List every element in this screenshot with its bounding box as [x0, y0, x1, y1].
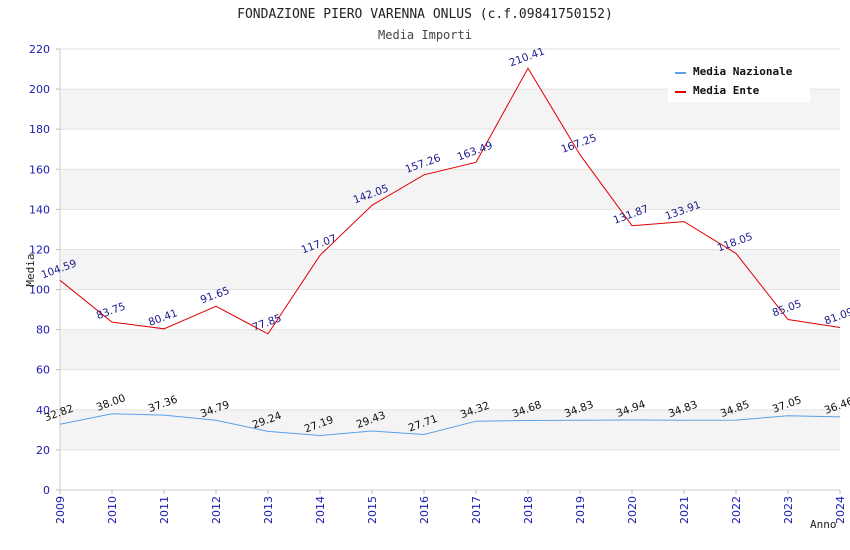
grid-band: [60, 409, 840, 450]
y-tick-label: 80: [36, 324, 50, 337]
y-tick-label: 140: [29, 203, 50, 216]
y-tick-label: 100: [29, 284, 50, 297]
x-tick-label: 2018: [522, 496, 535, 524]
y-tick-label: 20: [36, 444, 50, 457]
grid-band: [60, 169, 840, 210]
axes: [56, 48, 841, 494]
grid-band: [60, 249, 840, 290]
x-axis-title: Anno: [810, 518, 837, 531]
data-label: 163.49: [456, 140, 495, 164]
data-label: 81.09: [823, 306, 850, 328]
x-tick-label: 2024: [834, 496, 847, 524]
x-tick-label: 2014: [314, 496, 327, 524]
x-tick-label: 2019: [574, 496, 587, 524]
y-tick-label: 40: [36, 404, 50, 417]
y-tick-label: 160: [29, 163, 50, 176]
x-tick-label: 2009: [54, 496, 67, 524]
y-tick-label: 180: [29, 123, 50, 136]
series-line-media-ente: [59, 67, 841, 335]
grid-lines: [60, 48, 840, 491]
y-axis-title: Media: [24, 253, 37, 286]
x-tick-labels: 2009 2010 2011 2012 2013 2014 2015 2016 2017 2018…: [54, 496, 847, 524]
chart-subtitle: Media Importi: [378, 28, 472, 42]
x-tick-label: 2013: [262, 496, 275, 524]
series-lines: [59, 67, 841, 437]
x-tick-label: 2017: [470, 496, 483, 524]
legend-box: [668, 58, 810, 102]
data-label: 83.75: [95, 301, 127, 323]
legend-label-media-ente: Media Ente: [693, 84, 760, 97]
x-tick-label: 2020: [626, 496, 639, 524]
data-label: 85.05: [771, 298, 803, 320]
chart-title: FONDAZIONE PIERO VARENNA ONLUS (c.f.0984…: [237, 7, 613, 22]
data-label: 80.41: [147, 307, 179, 329]
legend-label-media-nazionale: Media Nazionale: [693, 65, 793, 78]
legend: Media Nazionale Media Ente: [668, 58, 810, 102]
grid-band: [60, 329, 840, 370]
y-tick-labels: 0 20 40 60 80 100 120 140 160 180 200 220: [29, 43, 50, 497]
y-tick-label: 0: [43, 484, 50, 497]
x-tick-label: 2015: [366, 496, 379, 524]
y-tick-label: 120: [29, 243, 50, 256]
x-tick-label: 2023: [782, 496, 795, 524]
x-tick-label: 2011: [158, 496, 171, 524]
series-line-media-nazionale: [59, 413, 841, 437]
x-tick-label: 2012: [210, 496, 223, 524]
y-tick-label: 200: [29, 83, 50, 96]
x-tick-label: 2016: [418, 496, 431, 524]
x-tick-label: 2022: [730, 496, 743, 524]
x-tick-label: 2010: [106, 496, 119, 524]
grid-bands: [60, 89, 840, 450]
y-tick-label: 220: [29, 43, 50, 56]
y-tick-label: 60: [36, 364, 50, 377]
x-tick-label: 2021: [678, 496, 691, 524]
